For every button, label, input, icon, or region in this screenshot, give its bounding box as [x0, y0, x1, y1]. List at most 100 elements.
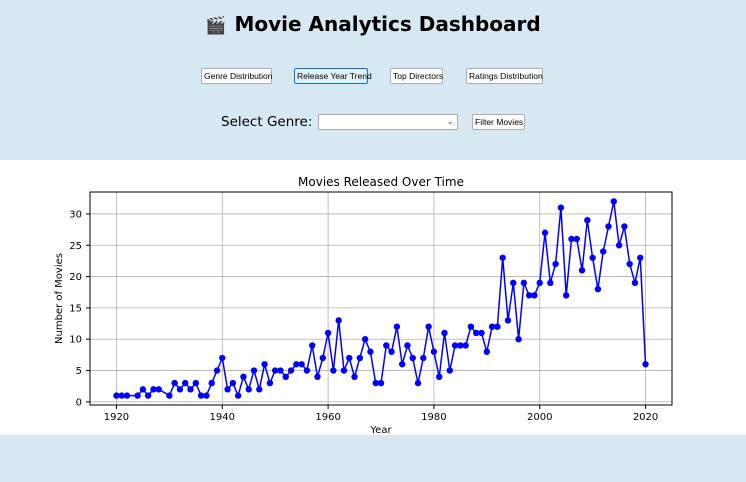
y-axis-label: Number of Movies	[54, 253, 65, 344]
data-point	[531, 292, 538, 299]
data-point	[372, 379, 379, 387]
data-point	[499, 254, 506, 261]
x-axis-label: Year	[369, 425, 392, 435]
data-point	[409, 354, 416, 362]
data-point	[377, 379, 385, 387]
ratings-distribution-button[interactable]: Ratings Distribution	[466, 68, 543, 84]
data-point	[213, 367, 221, 374]
data-point	[600, 248, 607, 255]
y-tick-label: 0	[76, 397, 82, 408]
data-point	[139, 386, 147, 393]
data-point	[404, 342, 411, 349]
data-point	[473, 329, 480, 337]
data-point	[219, 354, 226, 362]
data-point	[187, 386, 194, 393]
data-point	[594, 285, 602, 293]
data-point	[573, 235, 580, 243]
data-point	[134, 392, 141, 399]
data-point	[203, 392, 210, 399]
data-point	[261, 361, 268, 368]
data-point	[626, 260, 633, 268]
genre-label: Select Genre:	[221, 114, 313, 130]
data-point	[340, 367, 348, 374]
data-point	[478, 329, 485, 337]
data-point	[610, 198, 617, 205]
release-year-trend-button[interactable]: Release Year Trend	[294, 68, 372, 84]
data-point	[483, 348, 491, 355]
data-point	[457, 342, 464, 349]
y-tick-label: 15	[69, 303, 82, 314]
data-point	[150, 386, 157, 393]
filter-movies-button[interactable]: Filter Movies	[472, 114, 525, 130]
data-point	[525, 292, 533, 299]
data-point	[398, 361, 406, 368]
data-point	[298, 361, 305, 368]
data-point	[361, 336, 369, 343]
data-point	[462, 342, 469, 349]
x-tick-label: 1940	[210, 412, 235, 423]
data-point	[562, 292, 570, 299]
data-point	[277, 367, 284, 374]
data-point	[605, 223, 612, 230]
data-point	[271, 367, 279, 374]
data-point	[166, 392, 173, 399]
data-point	[446, 367, 453, 374]
data-point	[234, 392, 242, 399]
data-point	[282, 373, 289, 381]
data-point	[637, 254, 644, 261]
y-tick-label: 5	[76, 366, 82, 377]
data-point	[520, 279, 528, 287]
data-point	[541, 229, 549, 236]
data-point	[314, 373, 321, 381]
data-point	[552, 260, 559, 268]
release-trend-chart: 1920 1940 1960 1980 2000 2020 0 5 10 15 20 25 30 Movi…	[54, 175, 673, 436]
top-directors-button[interactable]: Top Directors	[390, 68, 443, 84]
genre-distribution-button[interactable]: Genre Distribution	[201, 68, 273, 84]
chart-title: Movies Released Over Time	[298, 175, 464, 189]
data-point	[351, 373, 358, 381]
data-point	[568, 235, 575, 243]
data-point	[229, 379, 237, 387]
data-point	[113, 392, 120, 399]
plot-frame	[89, 191, 673, 406]
data-point	[557, 204, 565, 211]
x-tick-label: 2020	[633, 412, 658, 423]
data-point	[388, 348, 395, 355]
data-point	[589, 254, 596, 261]
data-point	[123, 392, 131, 399]
data-point	[441, 329, 448, 337]
data-point	[240, 373, 247, 381]
x-tick-label: 1960	[315, 412, 340, 423]
data-point	[208, 379, 215, 387]
x-tick-label: 2000	[527, 412, 552, 423]
data-point	[224, 386, 231, 393]
page-title-text: Movie Analytics Dashboard	[234, 12, 541, 36]
data-point	[425, 323, 432, 330]
data-point	[303, 367, 311, 374]
data-point	[330, 367, 337, 374]
x-tick-label: 1920	[104, 412, 129, 423]
data-point	[631, 279, 639, 287]
data-point	[145, 392, 152, 399]
data-point	[155, 386, 162, 393]
y-tick-label: 30	[69, 209, 82, 220]
data-point	[584, 216, 591, 224]
data-point	[436, 373, 443, 381]
data-point	[383, 342, 390, 349]
data-point	[250, 367, 258, 374]
data-point	[192, 379, 200, 387]
data-point	[430, 348, 438, 355]
data-point	[578, 267, 586, 274]
data-point	[642, 361, 649, 368]
data-point	[245, 386, 252, 393]
data-point	[256, 386, 263, 393]
chevron-down-icon[interactable]: ⌄	[446, 116, 454, 126]
data-point	[171, 379, 178, 387]
data-point	[467, 323, 475, 330]
genre-select[interactable]: ⌄	[318, 114, 458, 130]
page-title: 🎬 Movie Analytics Dashboard	[0, 12, 746, 36]
data-point	[615, 242, 623, 249]
data-point	[414, 379, 422, 387]
data-point	[324, 329, 332, 337]
data-point	[356, 354, 364, 362]
